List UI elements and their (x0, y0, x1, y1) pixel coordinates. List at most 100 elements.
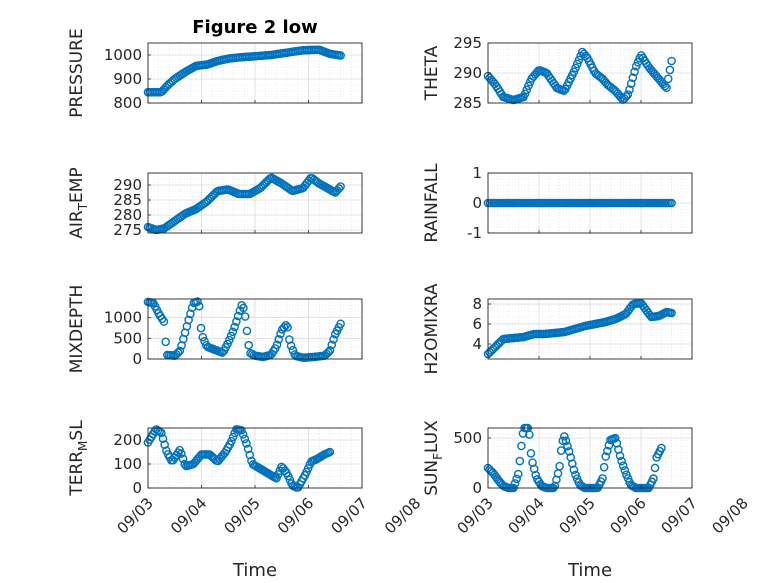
data-point (667, 308, 676, 318)
y-tick-label: 0 (472, 194, 482, 212)
data-point (665, 65, 675, 75)
y-axis-label: SUNFLUX (422, 420, 445, 496)
x-tick-label: 09/05 (221, 494, 264, 537)
data-point (240, 312, 250, 321)
data-point (599, 462, 609, 472)
x-axis-label: Time (567, 560, 612, 581)
y-tick-label: 200 (113, 431, 142, 449)
data-point (242, 326, 252, 336)
data-point (615, 451, 625, 461)
y-tick-label: 0 (132, 479, 142, 497)
data-point (555, 461, 564, 471)
y-tick-label: 1 (472, 164, 482, 182)
data-point (621, 92, 631, 101)
data-point (598, 474, 607, 483)
data-point (230, 322, 239, 332)
data-point (242, 439, 251, 448)
data-point (531, 470, 541, 480)
y-tick-label: 100 (113, 455, 142, 473)
x-tick-label: 09/06 (607, 494, 650, 537)
data-point (650, 463, 660, 473)
data-point (558, 436, 568, 446)
data-point (238, 430, 248, 439)
data-point (159, 317, 169, 326)
data-point (517, 441, 526, 451)
data-point (628, 73, 638, 83)
data-point (160, 440, 169, 449)
x-tick-label: 09/07 (328, 494, 371, 537)
data-point (631, 61, 641, 71)
data-point (569, 465, 579, 475)
y-tick-label: 6 (472, 315, 482, 333)
data-point (173, 348, 183, 357)
data-point (618, 461, 628, 471)
x-axis-label: Time (232, 560, 277, 581)
data-point (224, 335, 234, 345)
y-axis-label: THETA (422, 45, 442, 101)
data-point (601, 452, 611, 461)
data-point (325, 447, 335, 457)
data-point (610, 433, 620, 443)
data-point (520, 89, 530, 99)
x-tick-label: 09/07 (658, 494, 701, 537)
y-tick-label: 290 (113, 176, 142, 194)
data-point (161, 337, 170, 347)
data-point (276, 329, 285, 339)
x-tick-label: 09/03 (114, 494, 157, 537)
y-tick-label: 1000 (104, 46, 142, 64)
y-tick-label: 800 (113, 94, 142, 112)
data-point (239, 303, 248, 313)
y-axis-label: H2OMIXRA (422, 283, 442, 374)
data-point (157, 428, 166, 438)
x-tick-label: 09/05 (556, 494, 599, 537)
data-point (662, 83, 671, 93)
chart-title: Figure 2 low (192, 17, 317, 38)
data-point (232, 317, 241, 326)
data-point (329, 335, 338, 344)
data-point (564, 447, 574, 456)
data-point (286, 341, 296, 351)
data-point (625, 85, 634, 94)
y-tick-label: 0 (132, 350, 142, 368)
data-point (512, 474, 521, 484)
data-point (513, 469, 523, 479)
data-point (626, 79, 636, 88)
y-tick-label: 275 (113, 221, 142, 239)
y-axis-label: AIRTEMP (67, 167, 90, 238)
x-tick-label: 09/08 (381, 494, 424, 537)
y-tick-label: 285 (453, 94, 482, 112)
data-point (227, 436, 236, 446)
y-tick-label: 290 (453, 64, 482, 82)
y-axis-label: TERRMSL (67, 420, 90, 497)
data-point (556, 446, 566, 455)
data-point (175, 346, 185, 356)
data-point (510, 479, 520, 488)
y-axis-label: PRESSURE (67, 28, 87, 117)
y-tick-label: 500 (453, 429, 482, 447)
y-tick-label: 4 (472, 335, 482, 353)
y-tick-label: 1000 (104, 309, 142, 327)
data-point (245, 450, 255, 460)
data-point (571, 63, 580, 73)
data-point (272, 340, 282, 350)
data-point (226, 331, 236, 341)
data-point (193, 297, 202, 306)
data-point (663, 74, 673, 84)
data-point (243, 444, 253, 454)
data-point (574, 55, 584, 65)
data-point (515, 456, 525, 466)
data-point (158, 434, 168, 444)
x-tick-label: 09/08 (709, 494, 752, 537)
data-point (336, 51, 345, 60)
data-point (334, 184, 344, 193)
data-point (522, 85, 532, 95)
data-point (281, 321, 291, 330)
y-tick-label: 900 (113, 70, 142, 88)
x-tick-label: 09/06 (274, 494, 317, 537)
data-point (336, 319, 345, 329)
data-point (228, 432, 238, 442)
data-point (244, 340, 254, 350)
data-point (279, 323, 289, 332)
data-point (526, 449, 536, 458)
data-point (657, 443, 666, 453)
